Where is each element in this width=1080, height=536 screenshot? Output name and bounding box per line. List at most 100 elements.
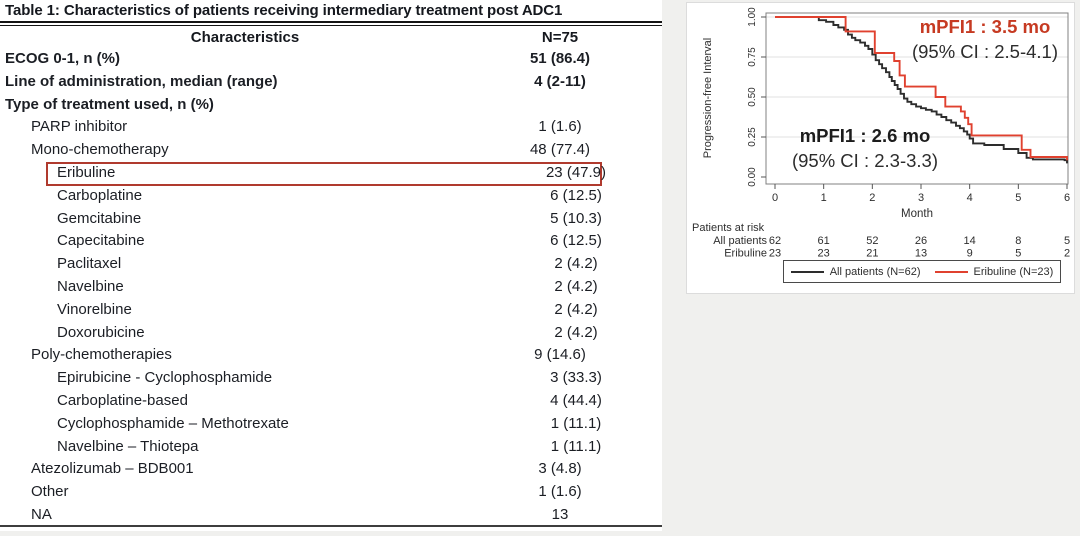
table-row-epirubicine-cyclophosphamide: Epirubicine - Cyclophosphamide 3 (33.3) — [0, 367, 662, 390]
patient-characteristics-table: Table 1: Characteristics of patients rec… — [0, 0, 662, 531]
row-value: 1 (11.1) — [550, 414, 602, 432]
row-label: Type of treatment used, n (%) — [5, 95, 214, 113]
row-label: Other — [31, 483, 69, 501]
risk-count: 23 — [818, 248, 830, 260]
risk-count: 52 — [866, 235, 878, 247]
table-row-navelbine-thiotepa: Navelbine – Thiotepa 1 (11.1) — [0, 436, 662, 459]
risk-count: 23 — [769, 248, 781, 260]
table-row-carboplatine: Carboplatine 6 (12.5) — [0, 185, 662, 208]
x-tick-label: 3 — [918, 192, 924, 204]
x-tick-label: 2 — [869, 192, 875, 204]
row-label: Mono-chemotherapy — [31, 141, 169, 159]
y-axis-ticks: 0.00 0.25 0.50 0.75 1.00 — [747, 7, 766, 187]
plot-border — [765, 12, 1069, 185]
row-value: 2 (4.2) — [554, 323, 598, 341]
row-value: 48 (77.4) — [529, 141, 591, 159]
row-label: Eribuline — [57, 163, 116, 181]
row-value: 13 — [551, 505, 569, 523]
table-row-paclitaxel: Paclitaxel 2 (4.2) — [0, 253, 662, 276]
y-tick-label: 1.00 — [747, 7, 758, 27]
table-row-na: NA 13 — [0, 504, 662, 527]
table-row-capecitabine: Capecitabine 6 (12.5) — [0, 230, 662, 253]
row-label: Capecitabine — [57, 232, 145, 250]
table-row-eribuline: Eribuline 23 (47.9) — [0, 161, 662, 186]
risk-count: 21 — [866, 248, 878, 260]
chart-legend: All patients (N=62) Eribuline (N=23) — [783, 260, 1061, 283]
legend-label: Eribuline (N=23) — [973, 265, 1054, 278]
table-row-navelbine: Navelbine 2 (4.2) — [0, 276, 662, 299]
table-row-line-of-administration-median-range: Line of administration, median (range) 4 … — [0, 71, 662, 94]
column-header-characteristics: Characteristics — [190, 29, 300, 46]
row-label: Epirubicine - Cyclophosphamide — [57, 369, 273, 387]
row-label: NA — [31, 505, 52, 523]
row-value: 51 (86.4) — [529, 50, 591, 67]
row-label: Cyclophosphamide – Methotrexate — [57, 414, 289, 432]
risk-count: 13 — [915, 248, 927, 260]
column-header-n75: N=75 — [541, 29, 579, 46]
row-value: 2 (4.2) — [554, 277, 598, 295]
row-label: Paclitaxel — [57, 255, 122, 273]
risk-count: 26 — [915, 235, 927, 247]
y-tick-label: 0.75 — [747, 47, 758, 67]
table-row-type-of-treatment-used-n: Type of treatment used, n (%) — [0, 94, 662, 117]
risk-count: 62 — [769, 235, 781, 247]
patients-at-risk-table: Patients at risk All patients 62 61 52 26 14 8… — [692, 222, 1070, 260]
x-tick-label: 4 — [967, 192, 973, 204]
table-bottom-rule — [0, 525, 662, 527]
km-curve-all-patients-n-62 — [775, 16, 1068, 164]
table-row-cyclophosphamide-methotrexate: Cyclophosphamide – Methotrexate 1 (11.1) — [0, 413, 662, 436]
row-value: 1 (1.6) — [538, 118, 582, 136]
y-tick-label: 0.50 — [747, 87, 758, 107]
annotation-eribuline-median: mPFI1 : 3.5 mo — [919, 16, 1051, 37]
risk-count: 61 — [818, 235, 830, 247]
row-label: Vinorelbine — [57, 300, 132, 318]
km-curve-eribuline-n-23 — [775, 16, 1068, 161]
row-label: Poly-chemotherapies — [31, 346, 172, 364]
table-row-gemcitabine: Gemcitabine 5 (10.3) — [0, 208, 662, 231]
annotation-all-patients-median: mPFI1 : 2.6 mo — [799, 125, 931, 146]
row-label: Line of administration, median (range) — [5, 72, 278, 90]
y-tick-label: 0.25 — [747, 127, 758, 147]
risk-table-title: Patients at risk — [692, 222, 765, 234]
row-label: Carboplatine — [57, 186, 143, 204]
annotation-all-patients-mpfi: mPFI1 : 2.6 mo (95% CI : 2.3-3.3) — [773, 123, 957, 173]
annotation-eribuline-ci: (95% CI : 2.5-4.1) — [911, 41, 1058, 62]
risk-count: 5 — [1015, 248, 1021, 260]
y-axis-label: Progression-free Interval — [702, 38, 714, 158]
row-label: Doxorubicine — [57, 323, 145, 341]
x-tick-label: 5 — [1015, 192, 1021, 204]
risk-row-label-eribuline: Eribuline — [724, 248, 767, 260]
x-tick-label: 6 — [1064, 192, 1070, 204]
row-value: 2 (4.2) — [554, 255, 598, 273]
row-value: 6 (12.5) — [550, 232, 602, 250]
row-value: 6 (12.5) — [550, 186, 602, 204]
table-body: ECOG 0-1, n (%) 51 (86.4) Line of administ… — [0, 48, 662, 527]
x-tick-label: 0 — [772, 192, 778, 204]
table-row-atezolizumab-bdb001: Atezolizumab – BDB001 3 (4.8) — [0, 458, 662, 481]
legend-label: All patients (N=62) — [829, 265, 921, 278]
legend-item-eribuline-n-23: Eribuline (N=23) — [934, 265, 1054, 278]
table-row-parp-inhibitor: PARP inhibitor 1 (1.6) — [0, 116, 662, 139]
km-curves — [775, 16, 1068, 164]
legend-line-sample — [934, 270, 968, 273]
annotation-eribuline-mpfi: mPFI1 : 3.5 mo (95% CI : 2.5-4.1) — [899, 14, 1071, 64]
row-label: Gemcitabine — [57, 209, 142, 227]
table-row-doxorubicine: Doxorubicine 2 (4.2) — [0, 322, 662, 345]
row-value: 4 (2-11) — [534, 72, 586, 90]
row-value: 9 (14.6) — [534, 346, 586, 364]
row-value: 3 (33.3) — [550, 369, 602, 387]
y-tick-label: 0.00 — [747, 167, 758, 187]
table-row-mono-chemotherapy: Mono-chemotherapy 48 (77.4) — [0, 139, 662, 162]
risk-count: 8 — [1015, 235, 1021, 247]
table-row-ecog-0-1-n: ECOG 0-1, n (%) 51 (86.4) — [0, 48, 662, 71]
row-value: 4 (44.4) — [550, 391, 602, 409]
row-value: 1 (1.6) — [538, 483, 582, 501]
row-label: PARP inhibitor — [31, 118, 128, 136]
risk-count: 5 — [1064, 235, 1070, 247]
row-value: 5 (10.3) — [550, 209, 602, 227]
row-value: 23 (47.9) — [545, 163, 607, 181]
table-row-other: Other 1 (1.6) — [0, 481, 662, 504]
row-label: Navelbine – Thiotepa — [57, 437, 199, 455]
